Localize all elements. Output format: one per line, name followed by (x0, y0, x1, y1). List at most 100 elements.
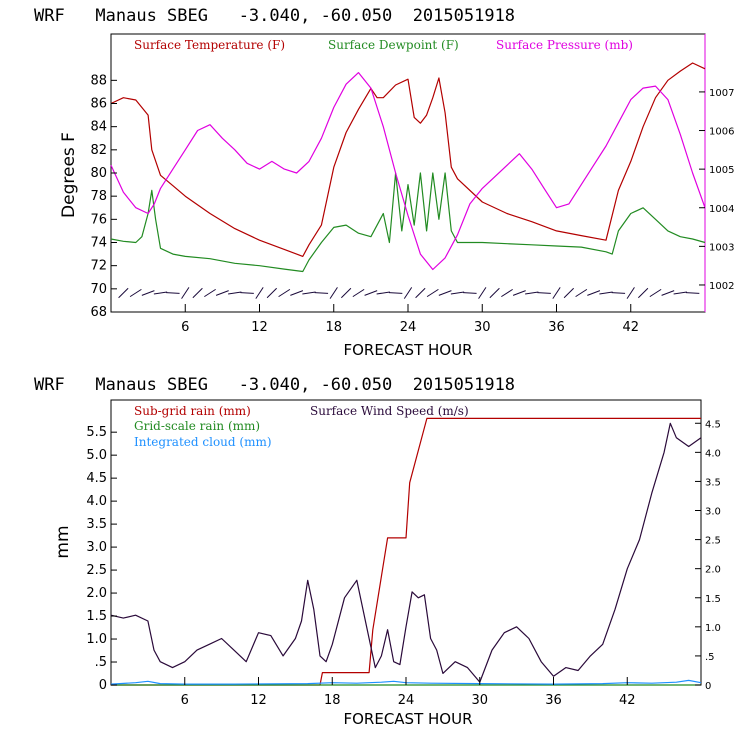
wind-barb (537, 292, 551, 294)
lower-series-line-surface-wind-speed-m-s (110, 422, 702, 683)
wind-barb (501, 288, 513, 298)
upper-y-tick-label: 82 (90, 143, 107, 158)
lower-x-tick-label: 30 (471, 693, 488, 708)
upper-x-tick-label: 42 (622, 320, 639, 335)
upper-x-tick-label: 36 (548, 320, 565, 335)
upper-y2-tick-label: 1007 (709, 88, 734, 99)
lower-y-axis-label: mm (53, 525, 73, 558)
lower-series-line-integrated-cloud-mm (110, 679, 702, 685)
lower-series-line-sub-grid-rain-mm (111, 417, 701, 686)
upper-x-axis-ticks: 6 12 18 24 30 36 42 (181, 304, 639, 335)
wind-barb (489, 287, 500, 299)
lower-y2-tick-label: 2.0 (705, 565, 721, 576)
upper-right-axis-ticks: 1002 1003 1004 1005 1006 1007 (699, 88, 734, 292)
upper-x-axis-label: FORECAST HOUR (343, 341, 472, 359)
lower-chart-title: WRF Manaus SBEG -3.040, -60.050 20150519… (34, 375, 515, 395)
upper-y-tick-label: 70 (90, 282, 107, 297)
upper-x-tick-label: 12 (251, 320, 268, 335)
upper-y-tick-label: 80 (90, 166, 107, 181)
upper-y2-tick-label: 1003 (709, 242, 734, 253)
lower-y-tick-label: 4.0 (86, 494, 107, 509)
lower-y2-tick-label: 4.0 (705, 448, 721, 459)
wind-barb (255, 287, 264, 299)
wind-barb (611, 292, 626, 294)
lower-x-tick-label: 24 (398, 693, 415, 708)
wind-barb (673, 291, 687, 295)
lower-y-tick-label: 2.0 (86, 586, 107, 601)
lower-y2-tick-label: 0 (705, 681, 711, 692)
wind-barb (376, 291, 390, 295)
wind-barb (240, 292, 254, 294)
lower-legend-subgrid-rain: Sub-grid rain (mm) (134, 404, 251, 418)
lower-x-axis-label: FORECAST HOUR (343, 710, 472, 728)
wind-barb (228, 291, 242, 295)
wind-barb (587, 290, 601, 296)
lower-legend-wind-speed: Surface Wind Speed (m/s) (310, 404, 469, 418)
lower-x-tick-label: 42 (619, 693, 636, 708)
upper-y-tick-label: 68 (90, 305, 107, 320)
lower-panel: WRF Manaus SBEG -3.040, -60.050 20150519… (34, 375, 721, 728)
wind-barb (290, 290, 304, 296)
upper-x-tick-label: 24 (400, 320, 417, 335)
lower-y2-tick-label: 3.5 (705, 477, 721, 488)
upper-x-tick-label: 18 (325, 320, 342, 335)
lower-y-tick-label: 0 (99, 678, 107, 693)
lower-y-tick-label: 1.0 (86, 632, 107, 647)
lower-y-tick-label: 4.5 (86, 471, 107, 486)
lower-y2-tick-label: 1.5 (705, 594, 721, 605)
wind-barb (575, 288, 588, 298)
wind-barb (192, 287, 203, 299)
wind-barb (118, 287, 129, 299)
wind-barb (153, 291, 168, 295)
wind-barb (215, 290, 229, 296)
lower-left-axis-ticks: 0 .5 1.0 1.5 2.0 2.5 3.0 3.5 4.0 4.5 5.0 5.5 (86, 425, 117, 693)
lower-plot-marks (110, 417, 702, 686)
wind-barb (661, 290, 675, 296)
wind-barb (450, 291, 465, 295)
wind-barb (626, 287, 635, 299)
lower-y2-tick-label: 2.5 (705, 536, 721, 547)
wind-barb (352, 288, 365, 298)
lower-y-tick-label: 2.5 (86, 563, 107, 578)
upper-series-line-surface-pressure-mb (110, 72, 706, 271)
upper-y-tick-label: 76 (90, 212, 107, 227)
wind-barb (415, 287, 426, 299)
wind-barb (204, 288, 216, 298)
lower-x-axis-ticks: 6 12 18 24 30 36 42 (181, 677, 636, 708)
lower-y-tick-label: 1.5 (86, 609, 107, 624)
lower-x-tick-label: 18 (324, 693, 341, 708)
wind-barb (552, 287, 561, 299)
wind-barb (685, 292, 700, 294)
upper-panel: WRF Manaus SBEG -3.040, -60.050 20150519… (34, 6, 734, 359)
upper-y-tick-label: 74 (90, 236, 107, 251)
wind-barb (181, 287, 190, 299)
upper-series-line-surface-dewpoint-f (110, 172, 706, 273)
wind-barb (438, 290, 452, 296)
upper-legend-temperature: Surface Temperature (F) (134, 38, 285, 52)
wind-barb (329, 287, 338, 299)
lower-y-tick-label: 3.0 (86, 540, 107, 555)
wind-barb (340, 287, 352, 299)
wind-barb (302, 291, 316, 295)
upper-y-tick-label: 84 (90, 120, 107, 135)
lower-right-axis-ticks: 0 .5 1.0 1.5 2.0 2.5 3.0 3.5 4.0 4.5 (695, 419, 721, 692)
upper-x-tick-label: 6 (181, 320, 189, 335)
wind-barb (649, 288, 662, 298)
lower-y2-tick-label: 1.0 (705, 623, 721, 634)
wind-barb (314, 292, 329, 294)
wind-barb (463, 292, 477, 294)
wind-barb (525, 291, 539, 295)
upper-y2-tick-label: 1005 (709, 165, 734, 176)
upper-legend-dewpoint: Surface Dewpoint (F) (328, 38, 459, 52)
upper-y-tick-label: 88 (90, 73, 107, 88)
lower-y-tick-label: .5 (95, 655, 107, 670)
wind-barb (599, 291, 613, 295)
wind-barb (637, 287, 649, 299)
lower-y2-tick-label: .5 (705, 652, 715, 663)
upper-y2-tick-label: 1002 (709, 281, 734, 292)
wind-barb (478, 287, 487, 299)
upper-series-line-surface-temperature-f (110, 62, 706, 257)
upper-y-tick-label: 78 (90, 189, 107, 204)
lower-x-tick-label: 36 (545, 693, 562, 708)
